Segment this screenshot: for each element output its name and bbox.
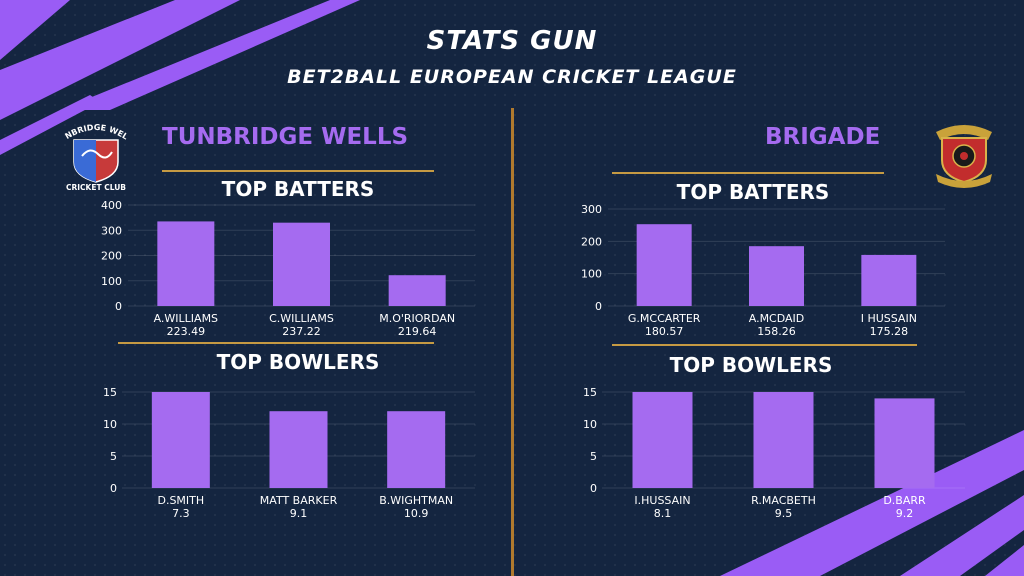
y-tick-label: 0	[115, 300, 122, 313]
y-tick-label: 100	[581, 268, 602, 281]
x-category-sublabel: 9.2	[896, 507, 914, 520]
x-category-sublabel: 10.9	[404, 507, 429, 520]
x-category-sublabel: 9.1	[290, 507, 308, 520]
y-tick-label: 300	[101, 224, 122, 237]
gold-rule	[612, 344, 917, 346]
x-category-label: A.MCDAID	[749, 312, 805, 325]
y-tick-label: 5	[110, 450, 117, 463]
team-name-left: TUNBRIDGE WELLS	[162, 124, 409, 150]
bar	[861, 254, 917, 306]
bar	[157, 221, 215, 306]
x-category-label: MATT BARKER	[260, 494, 338, 507]
section-title-batters-left: TOP BATTERS	[221, 177, 375, 201]
y-tick-label: 15	[103, 386, 117, 399]
y-tick-label: 0	[110, 482, 117, 495]
x-category-label: B.WIGHTMAN	[379, 494, 453, 507]
bar	[749, 246, 804, 306]
x-category-label: C.WILLIAMS	[269, 312, 334, 325]
bar	[387, 411, 446, 488]
y-tick-label: 0	[590, 482, 597, 495]
x-category-label: G.MCCARTER	[628, 312, 701, 325]
bar	[388, 275, 446, 306]
crest-text-bottom: CRICKET CLUB	[66, 183, 126, 192]
section-title-batters-right: TOP BATTERS	[676, 180, 830, 204]
y-tick-label: 15	[583, 386, 597, 399]
bar	[874, 398, 935, 488]
x-category-sublabel: 219.64	[398, 325, 437, 338]
gold-rule	[612, 172, 884, 174]
tunbridge-wells-crest-logo: TUNBRIDGE WELLS CRICKET CLUB	[56, 116, 130, 192]
section-title-bowlers-right: TOP BOWLERS	[669, 353, 833, 377]
y-tick-label: 10	[103, 418, 117, 431]
gold-rule	[118, 342, 434, 344]
page-subtitle: BET2BALL EUROPEAN CRICKET LEAGUE	[287, 66, 737, 88]
x-category-sublabel: 223.49	[167, 325, 206, 338]
gold-rule	[162, 170, 434, 172]
x-category-sublabel: 175.28	[870, 325, 909, 338]
x-category-sublabel: 8.1	[654, 507, 672, 520]
x-category-label: I.HUSSAIN	[634, 494, 690, 507]
page-title: STATS GUN	[426, 26, 598, 56]
x-category-label: D.SMITH	[157, 494, 204, 507]
x-category-sublabel: 9.5	[775, 507, 793, 520]
x-category-sublabel: 180.57	[645, 325, 684, 338]
x-category-label: M.O'RIORDAN	[379, 312, 455, 325]
x-category-sublabel: 158.26	[757, 325, 796, 338]
y-tick-label: 300	[581, 203, 602, 216]
x-category-sublabel: 7.3	[172, 507, 190, 520]
y-tick-label: 200	[101, 250, 122, 263]
x-category-label: D.BARR	[883, 494, 926, 507]
y-tick-label: 200	[581, 235, 602, 248]
x-category-label: I HUSSAIN	[861, 312, 917, 325]
bar	[753, 392, 814, 488]
bar	[636, 224, 692, 306]
x-category-label: R.MACBETH	[751, 494, 816, 507]
team-name-right: BRIGADE	[765, 124, 881, 150]
center-divider	[511, 108, 514, 576]
x-category-sublabel: 237.22	[282, 325, 321, 338]
bar	[273, 222, 330, 306]
bar	[269, 411, 328, 488]
y-tick-label: 0	[595, 300, 602, 313]
y-tick-label: 400	[101, 199, 122, 212]
section-title-bowlers-left: TOP BOWLERS	[216, 350, 380, 374]
x-category-label: A.WILLIAMS	[154, 312, 218, 325]
bar	[151, 392, 210, 488]
y-tick-label: 10	[583, 418, 597, 431]
y-tick-label: 5	[590, 450, 597, 463]
y-tick-label: 100	[101, 275, 122, 288]
brigade-crest-logo	[936, 125, 992, 188]
bar	[632, 392, 693, 488]
